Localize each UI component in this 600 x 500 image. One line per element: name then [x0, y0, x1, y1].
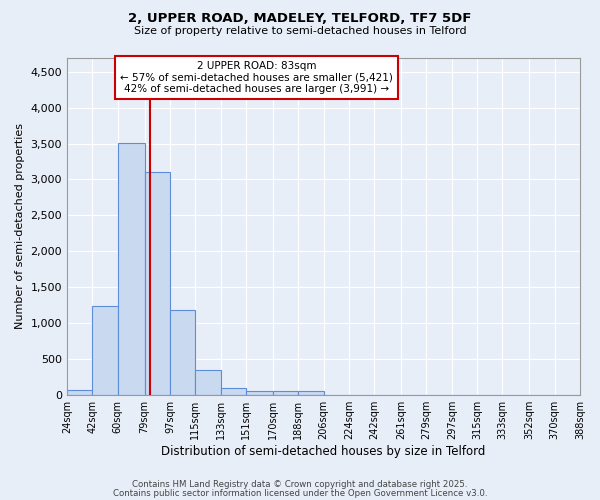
Bar: [246, 391, 273, 394]
Text: Contains HM Land Registry data © Crown copyright and database right 2025.: Contains HM Land Registry data © Crown c…: [132, 480, 468, 489]
Bar: [118, 143, 145, 395]
Bar: [92, 306, 118, 394]
Text: 2 UPPER ROAD: 83sqm
← 57% of semi-detached houses are smaller (5,421)
42% of sem: 2 UPPER ROAD: 83sqm ← 57% of semi-detach…: [121, 61, 393, 94]
Bar: [221, 388, 246, 394]
Bar: [67, 390, 92, 394]
X-axis label: Distribution of semi-detached houses by size in Telford: Distribution of semi-detached houses by …: [161, 444, 486, 458]
Text: Contains public sector information licensed under the Open Government Licence v3: Contains public sector information licen…: [113, 489, 487, 498]
Bar: [273, 391, 298, 394]
Bar: [195, 370, 221, 394]
Bar: [298, 391, 323, 394]
Bar: [170, 310, 195, 394]
Y-axis label: Number of semi-detached properties: Number of semi-detached properties: [15, 123, 25, 329]
Text: Size of property relative to semi-detached houses in Telford: Size of property relative to semi-detach…: [134, 26, 466, 36]
Text: 2, UPPER ROAD, MADELEY, TELFORD, TF7 5DF: 2, UPPER ROAD, MADELEY, TELFORD, TF7 5DF: [128, 12, 472, 26]
Bar: [145, 172, 170, 394]
